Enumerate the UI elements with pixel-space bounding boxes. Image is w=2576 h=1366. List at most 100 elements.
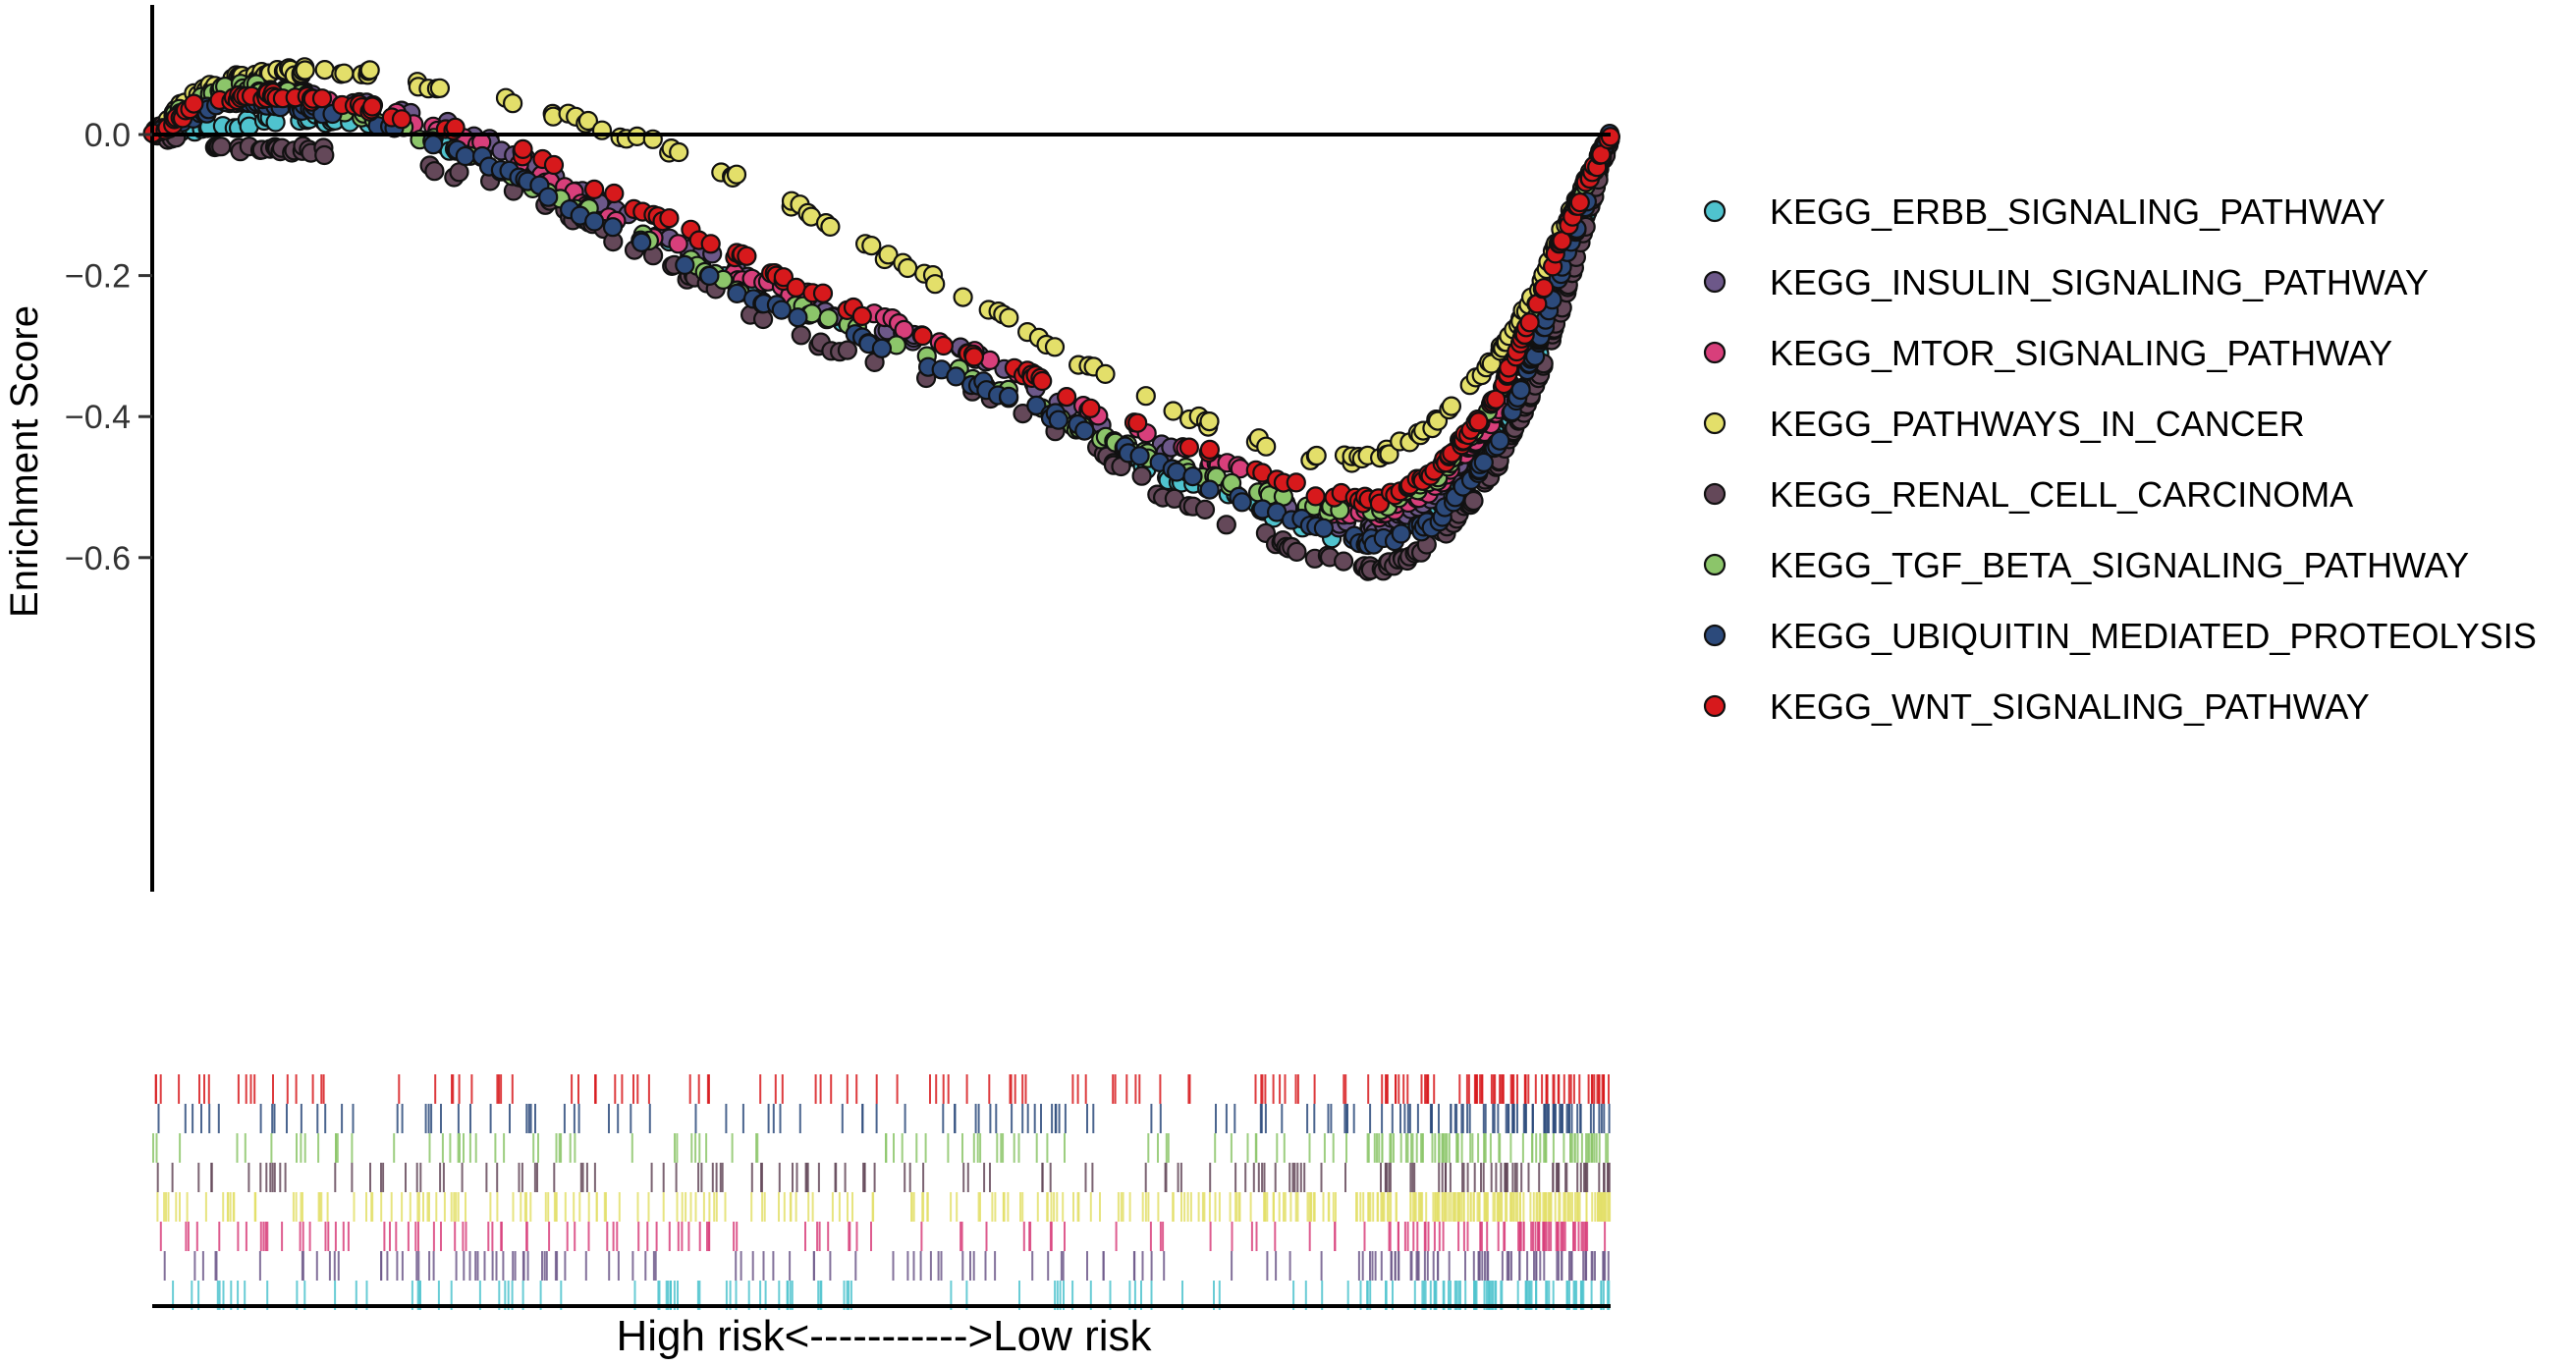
data-point [1519,312,1540,333]
data-point [1074,420,1095,441]
rug-row-kegg-tgf-beta-signaling-pathway [152,1133,1610,1163]
data-point [818,308,839,329]
data-point [812,283,834,303]
data-point [1490,430,1510,451]
y-axis-label: Enrichment Score [3,305,46,618]
y-tick-label: −0.4 [65,399,131,436]
data-point [1167,462,1187,482]
data-point [311,88,333,109]
data-point [1232,492,1252,513]
legend-marker [1703,482,1726,506]
data-point [979,350,1001,370]
legend-label: KEGG_TGF_BETA_SIGNALING_PATHWAY [1770,545,2469,585]
data-point [295,60,315,81]
data-point [1333,551,1354,572]
data-point [851,305,872,326]
data-point [359,60,380,81]
data-point [1127,412,1148,433]
legend-label: KEGG_WNT_SIGNALING_PATHWAY [1770,686,2370,727]
legend-item: KEGG_WNT_SIGNALING_PATHWAY [1703,686,2370,727]
data-point [1306,445,1327,466]
rug-row-kegg-mtor-signaling-pathway [159,1222,1607,1251]
data-point [1600,127,1621,147]
data-point [314,144,335,166]
data-point [700,234,721,254]
data-point [1095,363,1116,384]
data-point [1256,436,1277,457]
y-axis-ticks: 0.0 −0.2 −0.4 −0.6 [65,117,152,577]
data-point [933,335,954,356]
data-point [631,232,652,252]
rug-row-kegg-ubiquitin-mediated-proteolysis [157,1104,1611,1133]
legend-marker [1703,411,1726,435]
data-point [424,161,445,182]
data-point [773,267,795,288]
legend-marker [1703,270,1726,294]
data-point [912,325,933,347]
data-point [1199,439,1221,460]
data-point [429,78,450,98]
data-point [1131,465,1152,486]
y-tick-label: −0.2 [65,258,131,296]
data-point [727,283,747,303]
data-point [604,183,625,204]
data-point [1463,490,1484,512]
legend-item: KEGG_TGF_BETA_SIGNALING_PATHWAY [1703,545,2469,585]
legend-label: KEGG_RENAL_CELL_CARCINOMA [1770,474,2353,515]
x-axis-label: High risk<----------->Low risk [616,1312,1152,1360]
data-point [946,366,966,387]
legend-marker [1703,199,1726,223]
rug-row-kegg-insulin-signaling-pathway [163,1251,1610,1281]
data-point [513,138,533,159]
data-point [1182,466,1203,487]
legend-item: KEGG_PATHWAYS_IN_CANCER [1703,404,2305,444]
data-point [963,347,985,367]
legend: KEGG_ERBB_SIGNALING_PATHWAY KEGG_INSULIN_… [1703,191,2537,727]
rug-row-kegg-wnt-signaling-pathway [154,1074,1610,1104]
data-point [898,257,918,279]
data-point [1080,398,1101,418]
series-kegg-wnt-signaling-pathway [142,82,1621,514]
data-point [455,145,475,167]
data-point [1032,370,1053,392]
data-point [998,386,1019,407]
data-point [1194,499,1216,520]
data-point [314,59,335,81]
data-point [1199,411,1220,432]
rug-row-kegg-pathways-in-cancer [156,1192,1612,1222]
data-point [1216,515,1236,535]
data-point [659,208,680,229]
y-tick-label: 0.0 [84,117,131,154]
data-point [1569,192,1590,213]
data-point [583,179,605,199]
data-point [1391,523,1411,544]
data-point [999,307,1019,328]
legend-label: KEGG_ERBB_SIGNALING_PATHWAY [1770,191,2385,232]
data-point [602,217,624,238]
data-point [1026,395,1047,415]
legend-label: KEGG_INSULIN_SIGNALING_PATHWAY [1770,262,2429,302]
data-point [423,135,444,155]
data-point [871,338,893,358]
legend-label: KEGG_MTOR_SIGNALING_PATHWAY [1770,333,2392,373]
data-point [1441,396,1462,416]
data-point [362,96,383,117]
legend-item: KEGG_ERBB_SIGNALING_PATHWAY [1703,191,2385,232]
data-point [1056,387,1077,408]
gene-hit-rug [152,1074,1612,1310]
legend-label: KEGG_PATHWAYS_IN_CANCER [1770,404,2305,444]
legend-item: KEGG_UBIQUITIN_MEDIATED_PROTEOLYSIS [1703,616,2537,656]
data-point [953,287,973,307]
legend-marker [1703,694,1726,718]
legend-marker [1703,341,1726,364]
data-point [771,300,792,320]
data-point [726,164,747,185]
data-point [878,245,899,265]
data-point [669,141,689,163]
legend-label: KEGG_UBIQUITIN_MEDIATED_PROTEOLYSIS [1770,616,2537,656]
data-point [334,63,355,83]
legend-item: KEGG_INSULIN_SIGNALING_PATHWAY [1703,262,2429,302]
data-point [1473,452,1494,472]
data-point [1129,446,1150,466]
